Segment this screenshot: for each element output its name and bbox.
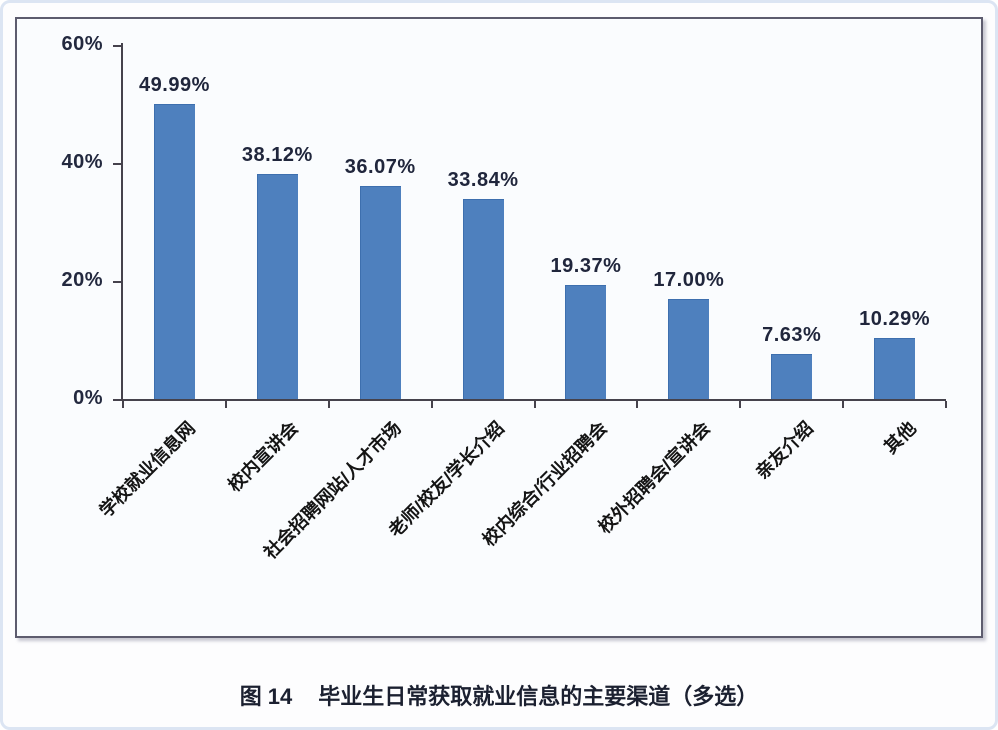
x-axis-tick [327, 401, 330, 408]
y-axis-tick-label: 60% [61, 33, 103, 55]
y-axis-tick [113, 45, 121, 47]
chart-caption: 图 14 毕业生日常获取就业信息的主要渠道（多选） [3, 679, 995, 711]
bar [874, 338, 916, 399]
caption-title: 毕业生日常获取就业信息的主要渠道（多选） [318, 684, 759, 709]
x-axis-tick [122, 401, 124, 408]
bar-chart: 0% 20% 40% 60% 49.99% 学校就业信息网 38.12% 校内宣讲会 36.07… [3, 3, 995, 727]
bar [565, 284, 607, 399]
x-axis-tick [636, 401, 639, 408]
y-axis-tick [113, 399, 121, 401]
bar [668, 298, 710, 399]
x-axis-tick [842, 401, 845, 408]
category-label: 其他 [879, 417, 920, 458]
x-axis-tick [430, 401, 433, 408]
x-axis-tick [533, 401, 536, 408]
x-axis-tick [945, 401, 947, 408]
y-axis-tick-label: 0% [73, 387, 103, 409]
bar-value-label: 36.07% [344, 156, 416, 179]
bar-value-label: 7.63% [762, 323, 822, 346]
bar-value-label: 10.29% [859, 308, 930, 331]
x-axis-tick [224, 401, 227, 408]
bar [359, 186, 401, 399]
caption-figure-number: 图 14 [239, 684, 293, 709]
bar-value-label: 17.00% [653, 268, 725, 291]
bar-value-label: 38.12% [241, 144, 313, 167]
bar-value-label: 19.37% [550, 254, 622, 277]
category-label: 亲友介绍 [751, 417, 817, 483]
y-axis-tick [113, 281, 121, 283]
bar [462, 199, 504, 399]
x-axis-line [121, 399, 946, 401]
bar-value-label: 49.99% [139, 74, 210, 97]
bar-value-label: 33.84% [447, 169, 519, 192]
y-axis-tick-label: 20% [61, 269, 103, 291]
y-axis-line [121, 43, 123, 401]
category-label: 学校就业信息网 [96, 417, 200, 522]
y-axis-tick [113, 163, 121, 165]
category-label: 校内宣讲会 [224, 417, 303, 496]
x-axis-tick [739, 401, 742, 408]
bar [153, 104, 195, 399]
bar [771, 353, 813, 399]
y-axis-tick-label: 40% [61, 151, 103, 173]
bar [256, 174, 298, 399]
